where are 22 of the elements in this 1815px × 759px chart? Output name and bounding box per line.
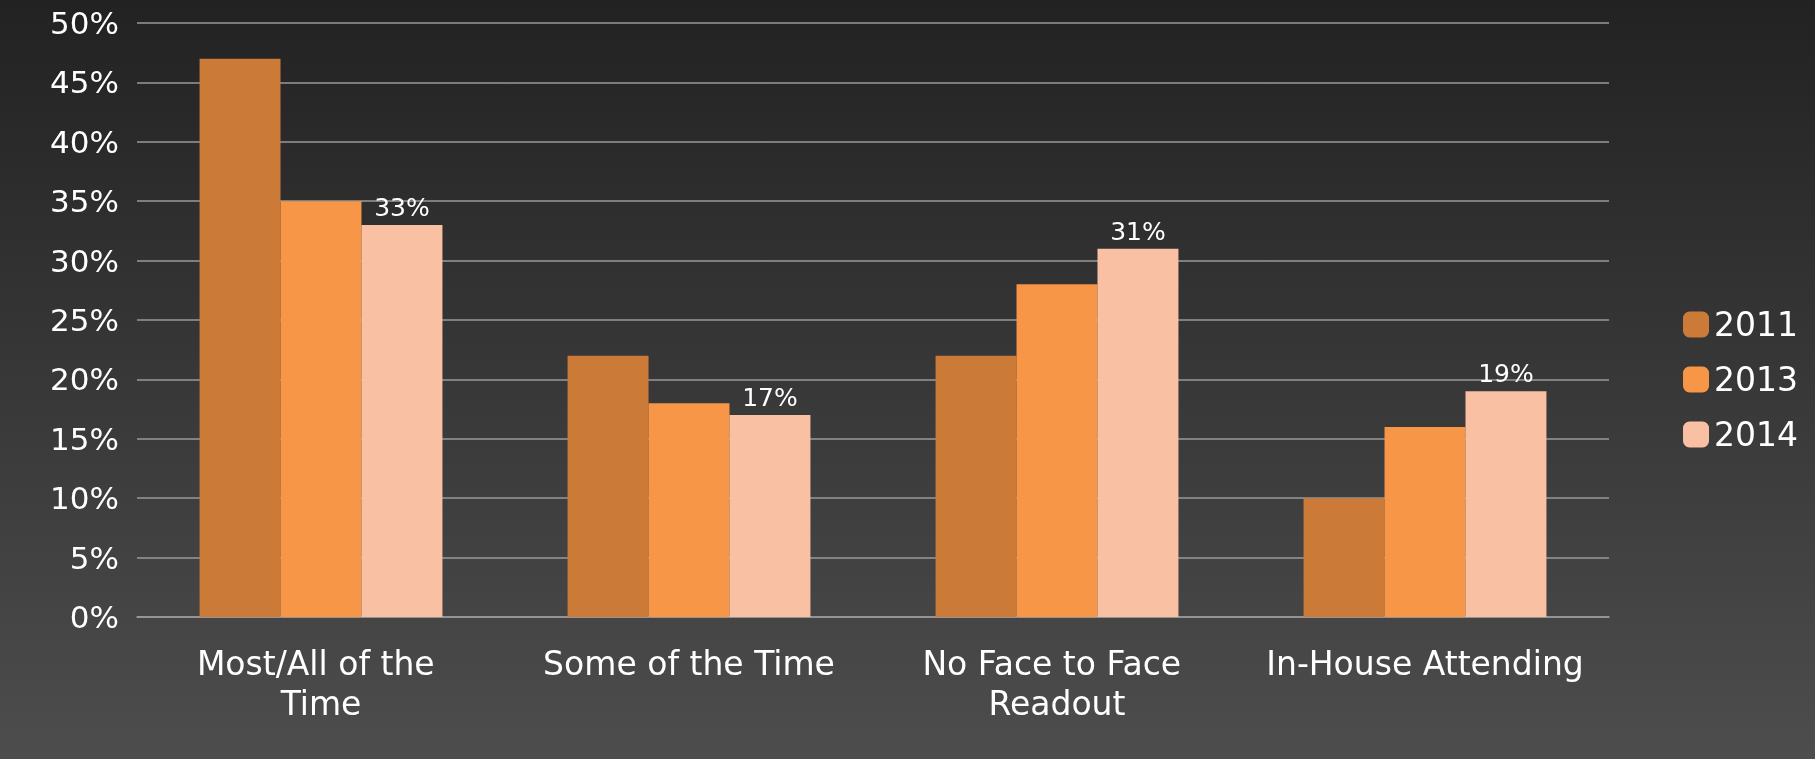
data-label: 31%: [1110, 216, 1166, 246]
x-tick-label: No Face to Face Readout: [922, 643, 1192, 723]
x-tick-label: Some of the Time: [543, 643, 835, 683]
y-tick-label: 10%: [50, 480, 119, 517]
legend-label: 2014: [1714, 415, 1798, 454]
y-tick-label: 40%: [50, 123, 119, 160]
y-tick-label: 5%: [69, 539, 119, 576]
data-label: 19%: [1478, 359, 1534, 389]
y-tick-label: 0%: [69, 599, 119, 635]
x-tick-label: In-House Attending: [1266, 643, 1584, 683]
data-label: 17%: [742, 383, 798, 413]
legend-label: 2011: [1714, 305, 1798, 344]
y-tick-label: 35%: [50, 183, 119, 220]
y-tick-label: 30%: [50, 242, 119, 279]
y-tick-label: 20%: [50, 361, 119, 398]
y-tick-label: 50%: [50, 5, 119, 41]
legend-label: 2013: [1714, 360, 1798, 399]
x-tick-label: Most/All of the Time: [196, 643, 446, 723]
y-tick-label: 45%: [50, 64, 119, 101]
y-tick-label: 15%: [50, 420, 119, 457]
data-label: 33%: [374, 192, 430, 222]
y-tick-label: 25%: [50, 302, 119, 338]
